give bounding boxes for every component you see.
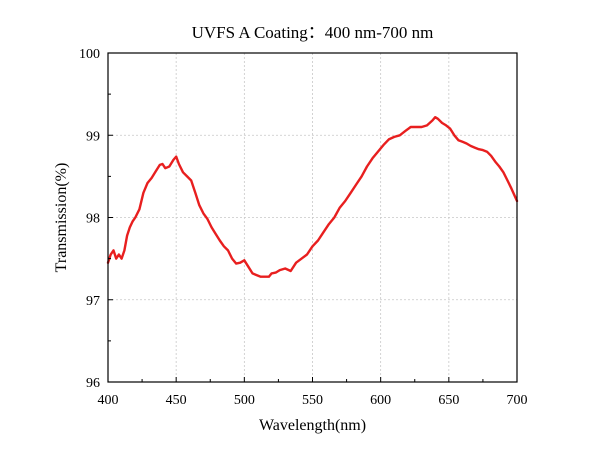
series-layer <box>106 115 519 278</box>
x-tick-label: 500 <box>234 393 255 408</box>
y-tick-label: 97 <box>86 294 100 309</box>
ticks: 400 450 500 550 600 650 700 96 97 98 99 100 <box>79 47 528 408</box>
x-tick-label: 600 <box>370 393 391 408</box>
x-tick-label: 400 <box>98 393 119 408</box>
x-tick-label: 450 <box>166 393 187 408</box>
y-tick-label: 96 <box>86 376 100 391</box>
x-axis-label: Wavelength(nm) <box>259 417 366 434</box>
y-axis-label: Transmission(%) <box>53 163 70 273</box>
y-tick-label: 100 <box>79 47 100 62</box>
x-tick-label: 650 <box>438 393 459 408</box>
grid <box>108 53 517 382</box>
chart-title: UVFS A Coating：400 nm-700 nm <box>192 23 434 42</box>
x-tick-label: 550 <box>302 393 323 408</box>
transmission-series-line <box>106 115 519 278</box>
x-tick-label: 700 <box>507 393 528 408</box>
y-tick-label: 99 <box>86 129 100 144</box>
y-tick-label: 98 <box>86 212 100 227</box>
